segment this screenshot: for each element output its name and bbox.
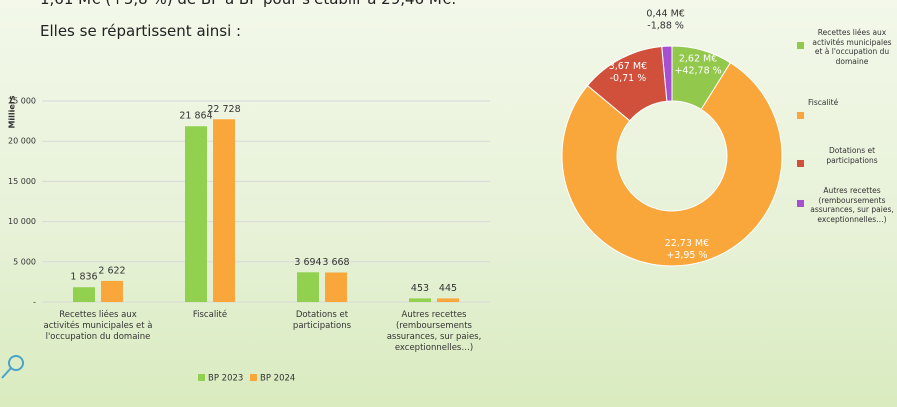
y-tick-label: 5 000	[13, 257, 36, 266]
value-label: 22 728	[207, 104, 240, 115]
slice-change-label: +42,78 %	[674, 66, 721, 77]
bar	[437, 298, 459, 302]
legend-label: BP 2024	[260, 374, 295, 384]
value-label: 453	[411, 283, 429, 294]
slice-value-label: 22,73 M€	[665, 238, 709, 249]
bar	[409, 298, 431, 302]
legend-label: Recettes liées aux activités municipales…	[812, 28, 892, 66]
y-tick-label: 10 000	[8, 217, 36, 226]
y-tick-label: 15 000	[8, 177, 36, 186]
value-label: 21 864	[179, 111, 212, 122]
donut-slice	[561, 62, 783, 267]
x-tick-label: Dotations et participations	[292, 310, 352, 331]
slice-value-label: 0,44 M€	[646, 9, 684, 20]
y-tick-label: -	[33, 298, 36, 307]
bar	[73, 287, 95, 302]
legend-label: Fiscalité	[808, 98, 839, 107]
x-tick-label: Autres recettes (remboursements assuranc…	[386, 310, 482, 353]
bar	[297, 272, 319, 302]
slice-change-label: -1,88 %	[647, 21, 684, 32]
legend-swatch	[198, 374, 205, 381]
y-axis-label: Milliers	[8, 95, 17, 128]
y-tick-label: 20 000	[8, 137, 36, 146]
slice-value-label: 2,62 M€	[679, 54, 717, 65]
legend-swatch	[797, 160, 804, 167]
legend-label: Autres recettes (remboursements assuranc…	[810, 186, 894, 224]
value-label: 3 694	[294, 257, 321, 268]
bar	[325, 272, 347, 302]
legend-swatch	[250, 374, 257, 381]
value-label: 1 836	[70, 272, 97, 283]
intro: Elles se répartissent ainsi :	[40, 22, 242, 40]
header-line: 1,61 M€ (+5,8 %) de BP à BP pour s'établ…	[40, 0, 456, 8]
slice-change-label: -0,71 %	[610, 73, 647, 84]
bar	[213, 119, 235, 302]
y-tick-label: 25 000	[8, 97, 36, 106]
bar	[101, 280, 123, 302]
value-label: 445	[439, 283, 457, 294]
legend-swatch	[797, 200, 804, 207]
x-tick-label: Recettes liées aux activités municipales…	[43, 310, 153, 342]
legend-label: BP 2023	[208, 374, 243, 384]
icon	[1, 367, 12, 379]
legend-label: Dotations et participations	[826, 146, 878, 165]
legend-swatch	[797, 42, 804, 49]
donut-slice	[671, 45, 732, 111]
icon	[8, 355, 24, 371]
value-label: 2 622	[98, 265, 125, 276]
bar	[185, 126, 207, 302]
x-tick-label: Fiscalité	[192, 310, 228, 320]
slice-value-label: 3,67 M€	[609, 61, 647, 72]
slice-change-label: +3,95 %	[666, 250, 707, 261]
legend-swatch	[797, 112, 804, 119]
value-label: 3 668	[322, 257, 349, 268]
